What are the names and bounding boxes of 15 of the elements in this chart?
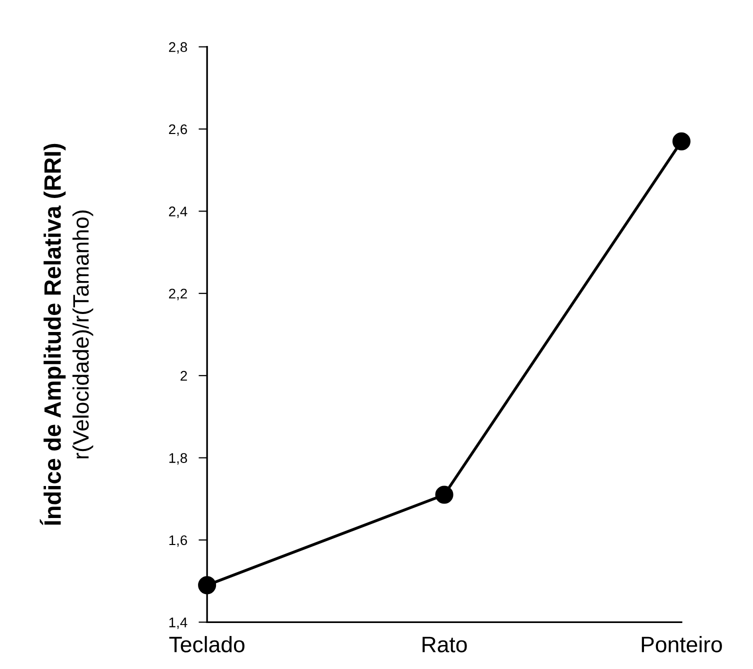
text: r(Velocidade)/r(Tamanho) <box>72 210 94 458</box>
x-tick-label: Teclado <box>169 636 244 652</box>
y-tick-label: 2,4 <box>169 206 188 218</box>
y-tick-label: 2,6 <box>169 124 188 136</box>
x-tick-label: Rato <box>422 636 467 652</box>
y-tick-label: 1,6 <box>169 535 188 547</box>
y-axis-title: Índice de Amplitude Relativa (RRI) <box>40 144 66 526</box>
y-tick-label: 1,8 <box>169 453 188 465</box>
point <box>435 486 454 504</box>
point <box>672 132 690 150</box>
y-tick-label: 2,8 <box>169 42 188 54</box>
y-tick-label: 1,4 <box>169 618 188 629</box>
y-tick-label: 2 <box>180 370 187 381</box>
x-tick-label: Ponteiro <box>642 636 722 652</box>
y-tick-label: 2,2 <box>169 288 187 300</box>
